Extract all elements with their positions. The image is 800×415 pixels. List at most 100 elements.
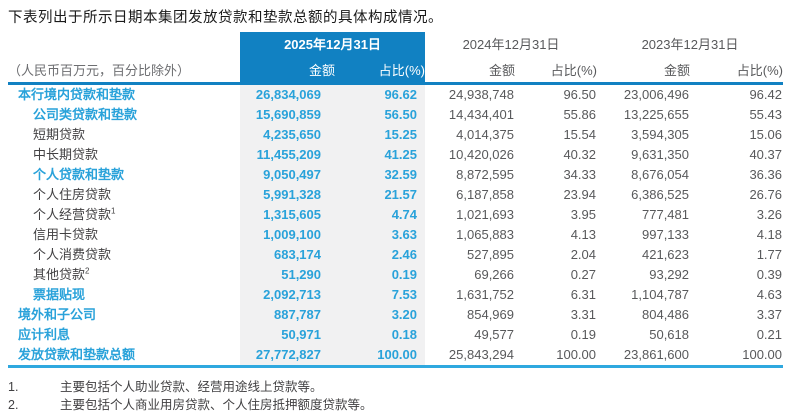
header-pct-2025: 占比(%)	[335, 58, 425, 85]
cell-a2025: 2,092,713	[240, 285, 335, 305]
table-body: 本行境内贷款和垫款 26,834,069 96.62 24,938,748 96.50 2…	[8, 83, 783, 368]
row-label: 应计利息	[18, 327, 71, 342]
header-date-2025: 2025年12月31日	[240, 32, 425, 58]
row-label: 境外和子公司	[18, 307, 97, 322]
cell-p2025: 3.20	[335, 305, 425, 325]
row-label: 个人经营贷款1	[33, 206, 116, 222]
cell-a2025: 9,050,497	[240, 165, 335, 185]
cell-p2024: 100.00	[515, 345, 597, 368]
cell-p2025: 15.25	[335, 125, 425, 145]
cell-a2025: 15,690,859	[240, 105, 335, 125]
cell-p2025: 41.25	[335, 145, 425, 165]
cell-a2023: 997,133	[642, 227, 689, 242]
cell-p2025: 0.18	[335, 325, 425, 345]
cell-a2024: 10,420,026	[448, 147, 514, 162]
cell-p2024: 15.54	[563, 127, 596, 142]
cell-p2023: 3.26	[756, 207, 782, 222]
cell-a2024: 25,843,294	[425, 345, 515, 368]
cell-a2025: 683,174	[240, 245, 335, 265]
cell-p2023: 1.77	[756, 247, 782, 262]
footnote-text: 主要包括个人商业用房贷款、个人住房抵押额度贷款等。	[60, 398, 373, 412]
header-pct-2023: 占比(%)	[690, 58, 783, 85]
cell-a2023: 23,006,496	[623, 87, 689, 102]
row-label: 中长期贷款	[33, 147, 99, 162]
loans-composition-table: 2025年12月31日 2024年12月31日 2023年12月31日 （人民币…	[8, 32, 783, 368]
cell-a2023: 777,481	[642, 207, 689, 222]
header-pct-2024: 占比(%)	[515, 58, 597, 85]
cell-a2023: 6,386,525	[631, 187, 689, 202]
cell-p2025: 21.57	[335, 185, 425, 205]
footnote-number: 2.	[8, 398, 19, 412]
cell-a2023: 3,594,305	[631, 127, 689, 142]
row-label: 发放贷款和垫款总额	[8, 345, 240, 368]
cell-a2025: 1,315,605	[240, 205, 335, 225]
cell-p2023: 40.37	[749, 147, 782, 162]
cell-p2025: 3.63	[335, 225, 425, 245]
cell-a2024: 6,187,858	[456, 187, 514, 202]
cell-p2025: 96.62	[335, 83, 425, 105]
table-caption: 下表列出于所示日期本集团发放贷款和垫款总额的具体构成情况。	[8, 10, 443, 26]
cell-p2025: 2.46	[335, 245, 425, 265]
row-label: 票据贴现	[33, 287, 86, 302]
header-column-row: （人民币百万元，百分比除外） 金额 占比(%) 金额 占比(%) 金额 占比(%…	[8, 58, 783, 85]
cell-p2023: 0.21	[756, 327, 782, 342]
cell-a2025: 27,772,827	[240, 345, 335, 368]
cell-a2024: 527,895	[467, 247, 514, 262]
cell-p2024: 0.19	[570, 327, 596, 342]
cell-p2023: 55.43	[749, 107, 782, 122]
header-date-2023: 2023年12月31日	[641, 37, 739, 52]
cell-a2024: 1,065,883	[456, 227, 514, 242]
cell-a2024: 49,577	[474, 327, 514, 342]
header-amount-2023: 金额	[597, 58, 690, 85]
cell-p2024: 6.31	[570, 287, 596, 302]
header-date-2024: 2024年12月31日	[462, 37, 560, 52]
cell-a2023: 23,861,600	[597, 345, 690, 368]
cell-a2025: 887,787	[240, 305, 335, 325]
cell-p2023: 0.39	[756, 267, 782, 282]
row-label: 个人住房贷款	[33, 187, 112, 202]
cell-a2023: 13,225,655	[623, 107, 689, 122]
cell-a2024: 8,872,595	[456, 167, 514, 182]
cell-a2024: 69,266	[474, 267, 514, 282]
table-row: 发放贷款和垫款总额 27,772,827 100.00 25,843,294 100.0…	[8, 345, 783, 368]
footnote-number: 1.	[8, 380, 19, 394]
cell-a2024: 1,021,693	[456, 207, 514, 222]
table-row: 中长期贷款 11,455,209 41.25 10,420,026 40.32 9,631…	[8, 145, 783, 165]
table-row: 本行境内贷款和垫款 26,834,069 96.62 24,938,748 96.50 2…	[8, 83, 783, 105]
table-row: 个人贷款和垫款 9,050,497 32.59 8,872,595 34.33 8,676…	[8, 165, 783, 185]
table-row: 个人住房贷款 5,991,328 21.57 6,187,858 23.94 6,386,…	[8, 185, 783, 205]
cell-a2025: 5,991,328	[240, 185, 335, 205]
cell-p2023: 100.00	[690, 345, 783, 368]
cell-p2023: 36.36	[749, 167, 782, 182]
cell-p2025: 100.00	[335, 345, 425, 368]
table-row: 其他贷款2 51,290 0.19 69,266 0.27 93,292 0.39	[8, 265, 783, 285]
table-row: 票据贴现 2,092,713 7.53 1,631,752 6.31 1,104,787 4…	[8, 285, 783, 305]
cell-p2023: 15.06	[749, 127, 782, 142]
cell-a2023: 9,631,350	[631, 147, 689, 162]
cell-p2024: 2.04	[570, 247, 596, 262]
cell-a2024: 4,014,375	[456, 127, 514, 142]
cell-a2023: 8,676,054	[631, 167, 689, 182]
cell-a2024: 1,631,752	[456, 287, 514, 302]
row-label: 短期贷款	[33, 127, 86, 142]
cell-p2023: 4.18	[756, 227, 782, 242]
row-label: 公司类贷款和垫款	[33, 107, 138, 122]
cell-p2024: 40.32	[563, 147, 596, 162]
row-label: 个人贷款和垫款	[33, 167, 125, 182]
cell-a2023: 804,486	[642, 307, 689, 322]
row-label: 个人消费贷款	[33, 247, 112, 262]
cell-a2025: 26,834,069	[240, 83, 335, 105]
cell-a2023: 50,618	[649, 327, 689, 342]
cell-p2024: 55.86	[563, 107, 596, 122]
header-date-row: 2025年12月31日 2024年12月31日 2023年12月31日	[8, 32, 783, 58]
cell-a2025: 50,971	[240, 325, 335, 345]
table-row: 境外和子公司 887,787 3.20 854,969 3.31 804,486 3.37	[8, 305, 783, 325]
footnote-text: 主要包括个人助业贷款、经营用途线上贷款等。	[60, 380, 323, 394]
cell-p2023: 4.63	[756, 287, 782, 302]
footnote-2: 2. 主要包括个人商业用房贷款、个人住房抵押额度贷款等。	[8, 396, 788, 414]
cell-p2025: 56.50	[335, 105, 425, 125]
table-row: 公司类贷款和垫款 15,690,859 56.50 14,434,401 55.86 13…	[8, 105, 783, 125]
row-label: 其他贷款2	[33, 266, 90, 282]
cell-a2024: 854,969	[467, 307, 514, 322]
